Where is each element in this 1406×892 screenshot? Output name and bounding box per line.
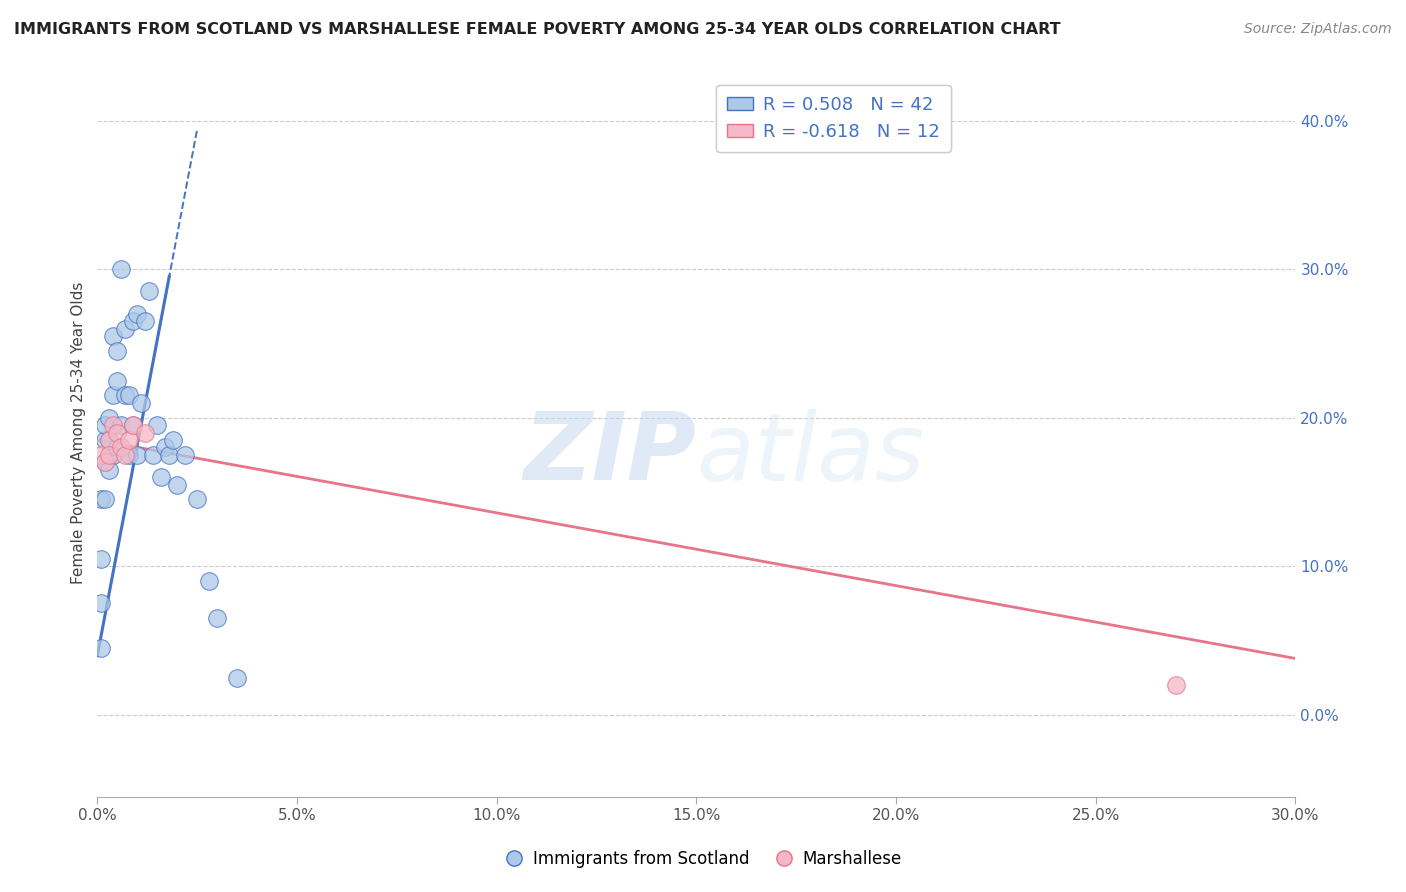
Point [90, 597, 112, 611]
Point [94, 433, 117, 447]
Text: IMMIGRANTS FROM SCOTLAND VS MARSHALLESE FEMALE POVERTY AMONG 25-34 YEAR OLDS COR: IMMIGRANTS FROM SCOTLAND VS MARSHALLESE … [14, 22, 1060, 37]
Point [98, 433, 121, 447]
Point [103, 418, 125, 433]
Point [103, 329, 125, 343]
Point [118, 433, 141, 447]
Point [142, 448, 165, 462]
Text: ZIP: ZIP [523, 409, 696, 500]
Point [127, 307, 149, 321]
Point [105, 425, 128, 440]
Point [146, 418, 169, 433]
Point [138, 285, 160, 299]
Point [98, 410, 121, 425]
Point [90, 448, 112, 462]
Point [155, 441, 177, 455]
Point [162, 433, 184, 447]
Point [110, 418, 132, 433]
Point [134, 425, 156, 440]
Point [90, 552, 112, 566]
Point [127, 448, 149, 462]
Point [94, 418, 117, 433]
Point [90, 641, 112, 656]
Point [122, 314, 145, 328]
Legend: Immigrants from Scotland, Marshallese: Immigrants from Scotland, Marshallese [498, 844, 908, 875]
Point [157, 448, 180, 462]
Text: Source: ZipAtlas.com: Source: ZipAtlas.com [1244, 22, 1392, 37]
Point [205, 611, 228, 625]
Point [122, 418, 145, 433]
Point [98, 433, 121, 447]
Point [94, 455, 117, 469]
Point [198, 574, 221, 589]
Point [110, 441, 132, 455]
Point [103, 388, 125, 402]
Point [118, 388, 141, 402]
Point [114, 388, 136, 402]
Text: atlas: atlas [696, 409, 925, 500]
Point [118, 448, 141, 462]
Point [105, 343, 128, 358]
Point [105, 374, 128, 388]
Point [94, 455, 117, 469]
Point [174, 448, 197, 462]
Point [103, 448, 125, 462]
Point [105, 441, 128, 455]
Point [226, 671, 249, 685]
Y-axis label: Female Poverty Among 25-34 Year Olds: Female Poverty Among 25-34 Year Olds [72, 281, 86, 583]
Point [114, 448, 136, 462]
Point [1164, 678, 1187, 692]
Point [90, 492, 112, 507]
Point [114, 321, 136, 335]
Point [94, 492, 117, 507]
Point [98, 448, 121, 462]
Point [134, 314, 156, 328]
Point [122, 418, 145, 433]
Point [186, 492, 208, 507]
Point [166, 477, 188, 491]
Point [129, 396, 152, 410]
Point [150, 470, 173, 484]
Legend: R = 0.508   N = 42, R = -0.618   N = 12: R = 0.508 N = 42, R = -0.618 N = 12 [717, 85, 950, 152]
Point [98, 463, 121, 477]
Point [110, 262, 132, 277]
